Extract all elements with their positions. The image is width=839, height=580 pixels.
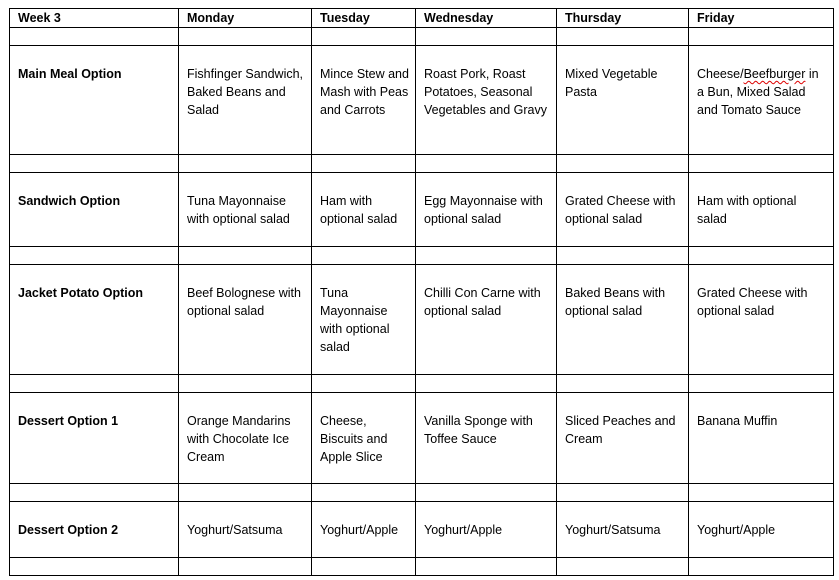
table-row: Dessert Option 1 Orange Mandarins with Ch… [9,392,834,484]
empty-cell [178,154,312,173]
empty-cell [556,154,689,173]
row-label: Sandwich Option [9,172,179,247]
table-cell: Egg Mayonnaise with optional salad [415,172,557,247]
column-header: Friday [688,8,834,28]
empty-cell [311,154,416,173]
table-cell: Banana Muffin [688,392,834,484]
table-cell: Yoghurt/Apple [415,501,557,558]
table-cell: Yoghurt/Satsuma [178,501,312,558]
empty-cell [311,246,416,265]
spacer-row [9,27,834,46]
empty-cell [688,246,834,265]
empty-cell [688,27,834,46]
empty-cell [415,27,557,46]
empty-cell [178,483,312,502]
empty-cell [178,27,312,46]
table-row: Jacket Potato Option Beef Bolognese with … [9,264,834,375]
table-cell: Chilli Con Carne with optional salad [415,264,557,375]
table-cell: Yoghurt/Apple [688,501,834,558]
table-cell: Baked Beans with optional salad [556,264,689,375]
empty-cell [178,374,312,393]
empty-cell [9,374,179,393]
table-cell: Fishfinger Sandwich, Baked Beans and Sal… [178,45,312,155]
empty-cell [9,154,179,173]
table-cell: Grated Cheese with optional salad [688,264,834,375]
table-row: Main Meal Option Fishfinger Sandwich, Bak… [9,45,834,155]
empty-cell [415,557,557,576]
table-cell: Yoghurt/Satsuma [556,501,689,558]
header-row: Week 3 Monday Tuesday Wednesday Thursday Frid… [9,8,834,28]
empty-cell [556,27,689,46]
column-header: Thursday [556,8,689,28]
empty-cell [311,27,416,46]
spacer-row [9,246,834,265]
table-cell: Roast Pork, Roast Potatoes, Seasonal Veg… [415,45,557,155]
table-cell: Orange Mandarins with Chocolate Ice Crea… [178,392,312,484]
table-row: Sandwich Option Tuna Mayonnaise with opti… [9,172,834,247]
table-cell: Sliced Peaches and Cream [556,392,689,484]
table-cell: Ham with optional salad [688,172,834,247]
table-cell: Tuna Mayonnaise with optional salad [311,264,416,375]
row-label: Dessert Option 2 [9,501,179,558]
empty-cell [9,246,179,265]
table-cell: Tuna Mayonnaise with optional salad [178,172,312,247]
table-cell: Cheese/Beefburger in a Bun, Mixed Salad … [688,45,834,155]
menu-table: Week 3 Monday Tuesday Wednesday Thursday Frid… [9,8,834,576]
row-label: Main Meal Option [9,45,179,155]
row-label: Dessert Option 1 [9,392,179,484]
empty-cell [311,483,416,502]
column-header: Wednesday [415,8,557,28]
empty-cell [178,557,312,576]
empty-cell [556,374,689,393]
empty-cell [415,483,557,502]
empty-cell [311,557,416,576]
empty-cell [9,27,179,46]
table-cell: Beef Bolognese with optional salad [178,264,312,375]
spellcheck-underline: Beefburger [743,67,806,81]
column-header: Tuesday [311,8,416,28]
table-cell: Grated Cheese with optional salad [556,172,689,247]
empty-cell [556,246,689,265]
empty-cell [556,483,689,502]
empty-cell [415,246,557,265]
column-header: Week 3 [9,8,179,28]
empty-cell [415,374,557,393]
empty-cell [688,154,834,173]
empty-cell [415,154,557,173]
column-header: Monday [178,8,312,28]
empty-cell [178,246,312,265]
empty-cell [688,557,834,576]
table-cell: Vanilla Sponge with Toffee Sauce [415,392,557,484]
spacer-row [9,483,834,502]
empty-cell [556,557,689,576]
empty-cell [688,374,834,393]
table-cell: Ham with optional salad [311,172,416,247]
empty-cell [311,374,416,393]
empty-cell [9,557,179,576]
table-cell: Mixed Vegetable Pasta [556,45,689,155]
table-cell: Yoghurt/Apple [311,501,416,558]
empty-cell [688,483,834,502]
row-label: Jacket Potato Option [9,264,179,375]
table-cell: Mince Stew and Mash with Peas and Carrot… [311,45,416,155]
table-cell: Cheese, Biscuits and Apple Slice [311,392,416,484]
spacer-row [9,154,834,173]
spacer-row [9,557,834,576]
spacer-row [9,374,834,393]
empty-cell [9,483,179,502]
table-row: Dessert Option 2 Yoghurt/Satsuma Yoghurt/A… [9,501,834,558]
